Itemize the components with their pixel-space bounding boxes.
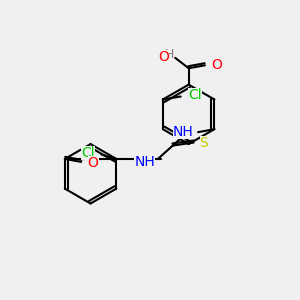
Text: H: H [164, 48, 174, 62]
Text: NH: NH [173, 125, 194, 139]
Text: O: O [211, 58, 222, 72]
Text: O: O [158, 50, 169, 64]
Text: Cl: Cl [188, 88, 202, 102]
Text: S: S [200, 136, 208, 150]
Text: NH: NH [134, 155, 155, 169]
Text: Cl: Cl [81, 146, 95, 160]
Text: O: O [88, 156, 99, 170]
